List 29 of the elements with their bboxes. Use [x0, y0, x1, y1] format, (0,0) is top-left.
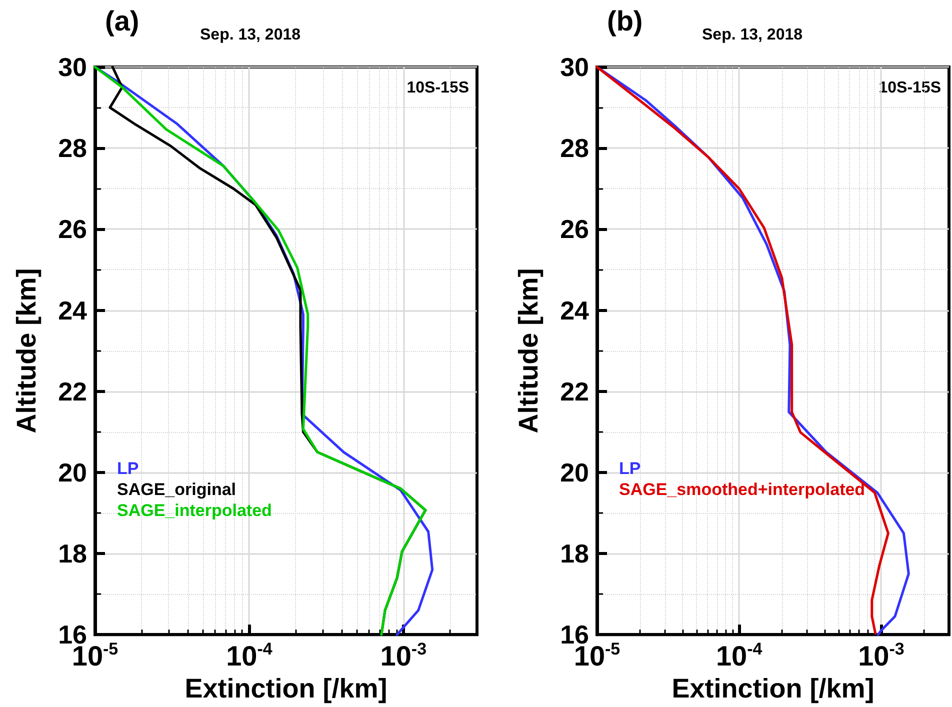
y-tick-label: 26 [560, 214, 589, 244]
annotation: 10S-15S [878, 80, 942, 96]
chart-subtitle: Sep. 13, 2018 [702, 26, 803, 44]
x-axis-title: Extinction [/km] [184, 674, 388, 704]
text: LP [619, 459, 641, 478]
y-tick-label: 20 [58, 457, 87, 488]
y-tick-label: 24 [560, 295, 590, 326]
annotation: 10S-15S [406, 80, 470, 96]
y-tick-label: 22 [560, 376, 589, 406]
y-tick-label: 26 [58, 214, 87, 244]
chart-title: (b) [607, 6, 643, 36]
y-tick-label: 18 [58, 538, 87, 569]
y-axis-title: Altitude [km] [514, 268, 544, 434]
text: LP [117, 459, 139, 478]
y-tick-label: 30 [58, 52, 87, 82]
chart-title: (a) [105, 6, 140, 36]
y-tick-label: 30 [560, 52, 589, 82]
y-tick-label: 24 [58, 295, 88, 326]
x-axis-title: Extinction [/km] [672, 674, 874, 704]
text: SAGE_interpolated [117, 501, 272, 520]
y-tick-label: 18 [560, 538, 589, 569]
y-tick-label: 22 [58, 376, 87, 406]
y-tick-label: 28 [58, 133, 87, 164]
y-axis-title: Altitude [km] [12, 268, 42, 434]
series-label: SAGE_smoothed+interpolated [619, 480, 866, 499]
y-tick-label: 28 [560, 133, 589, 164]
text: SAGE_original [117, 480, 236, 499]
chart-subtitle: Sep. 13, 2018 [200, 26, 301, 44]
y-tick-label: 20 [560, 457, 589, 488]
